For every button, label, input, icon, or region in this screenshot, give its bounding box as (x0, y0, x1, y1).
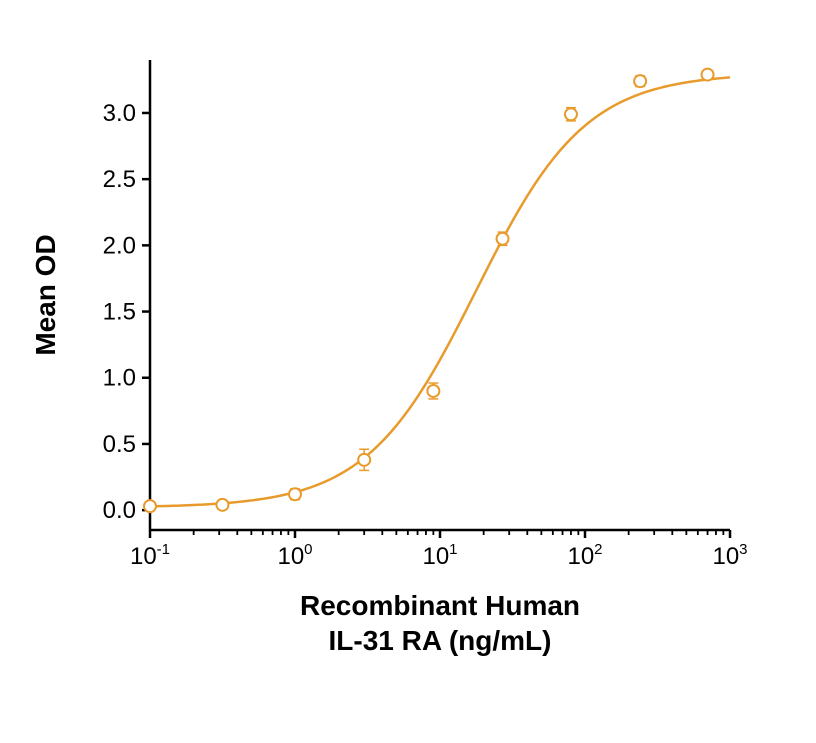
x-tick-label: 10-1 (130, 541, 170, 570)
data-point (497, 233, 509, 245)
data-point (427, 385, 439, 397)
y-tick-label: 0.0 (103, 497, 136, 524)
data-point (565, 108, 577, 120)
y-axis-title: Mean OD (30, 234, 61, 355)
data-point (144, 500, 156, 512)
y-tick-label: 1.0 (103, 365, 136, 392)
fit-curve (150, 77, 730, 506)
x-axis-title-line1: Recombinant Human (300, 590, 580, 621)
y-tick-label: 2.0 (103, 232, 136, 259)
x-tick-label: 103 (712, 541, 747, 570)
chart-svg: 0.0 0.5 1.0 1.5 2.0 2.5 3.0 10-1 100 101 102 103 Mea… (0, 0, 816, 743)
x-tick-label: 100 (277, 541, 312, 570)
y-tick-label: 0.5 (103, 431, 136, 458)
y-tick-label: 3.0 (103, 100, 136, 127)
x-tick-label: 101 (422, 541, 457, 570)
x-tick-label: 102 (567, 541, 602, 570)
x-axis-title-line2: IL-31 RA (ng/mL) (329, 625, 552, 656)
y-tick-label: 1.5 (103, 299, 136, 326)
y-tick-label: 2.5 (103, 166, 136, 193)
chart-container: 0.0 0.5 1.0 1.5 2.0 2.5 3.0 10-1 100 101 102 103 Mea… (0, 0, 816, 743)
data-point (289, 488, 301, 500)
data-point (216, 499, 228, 511)
data-point (358, 454, 370, 466)
data-point (702, 69, 714, 81)
data-point (634, 75, 646, 87)
